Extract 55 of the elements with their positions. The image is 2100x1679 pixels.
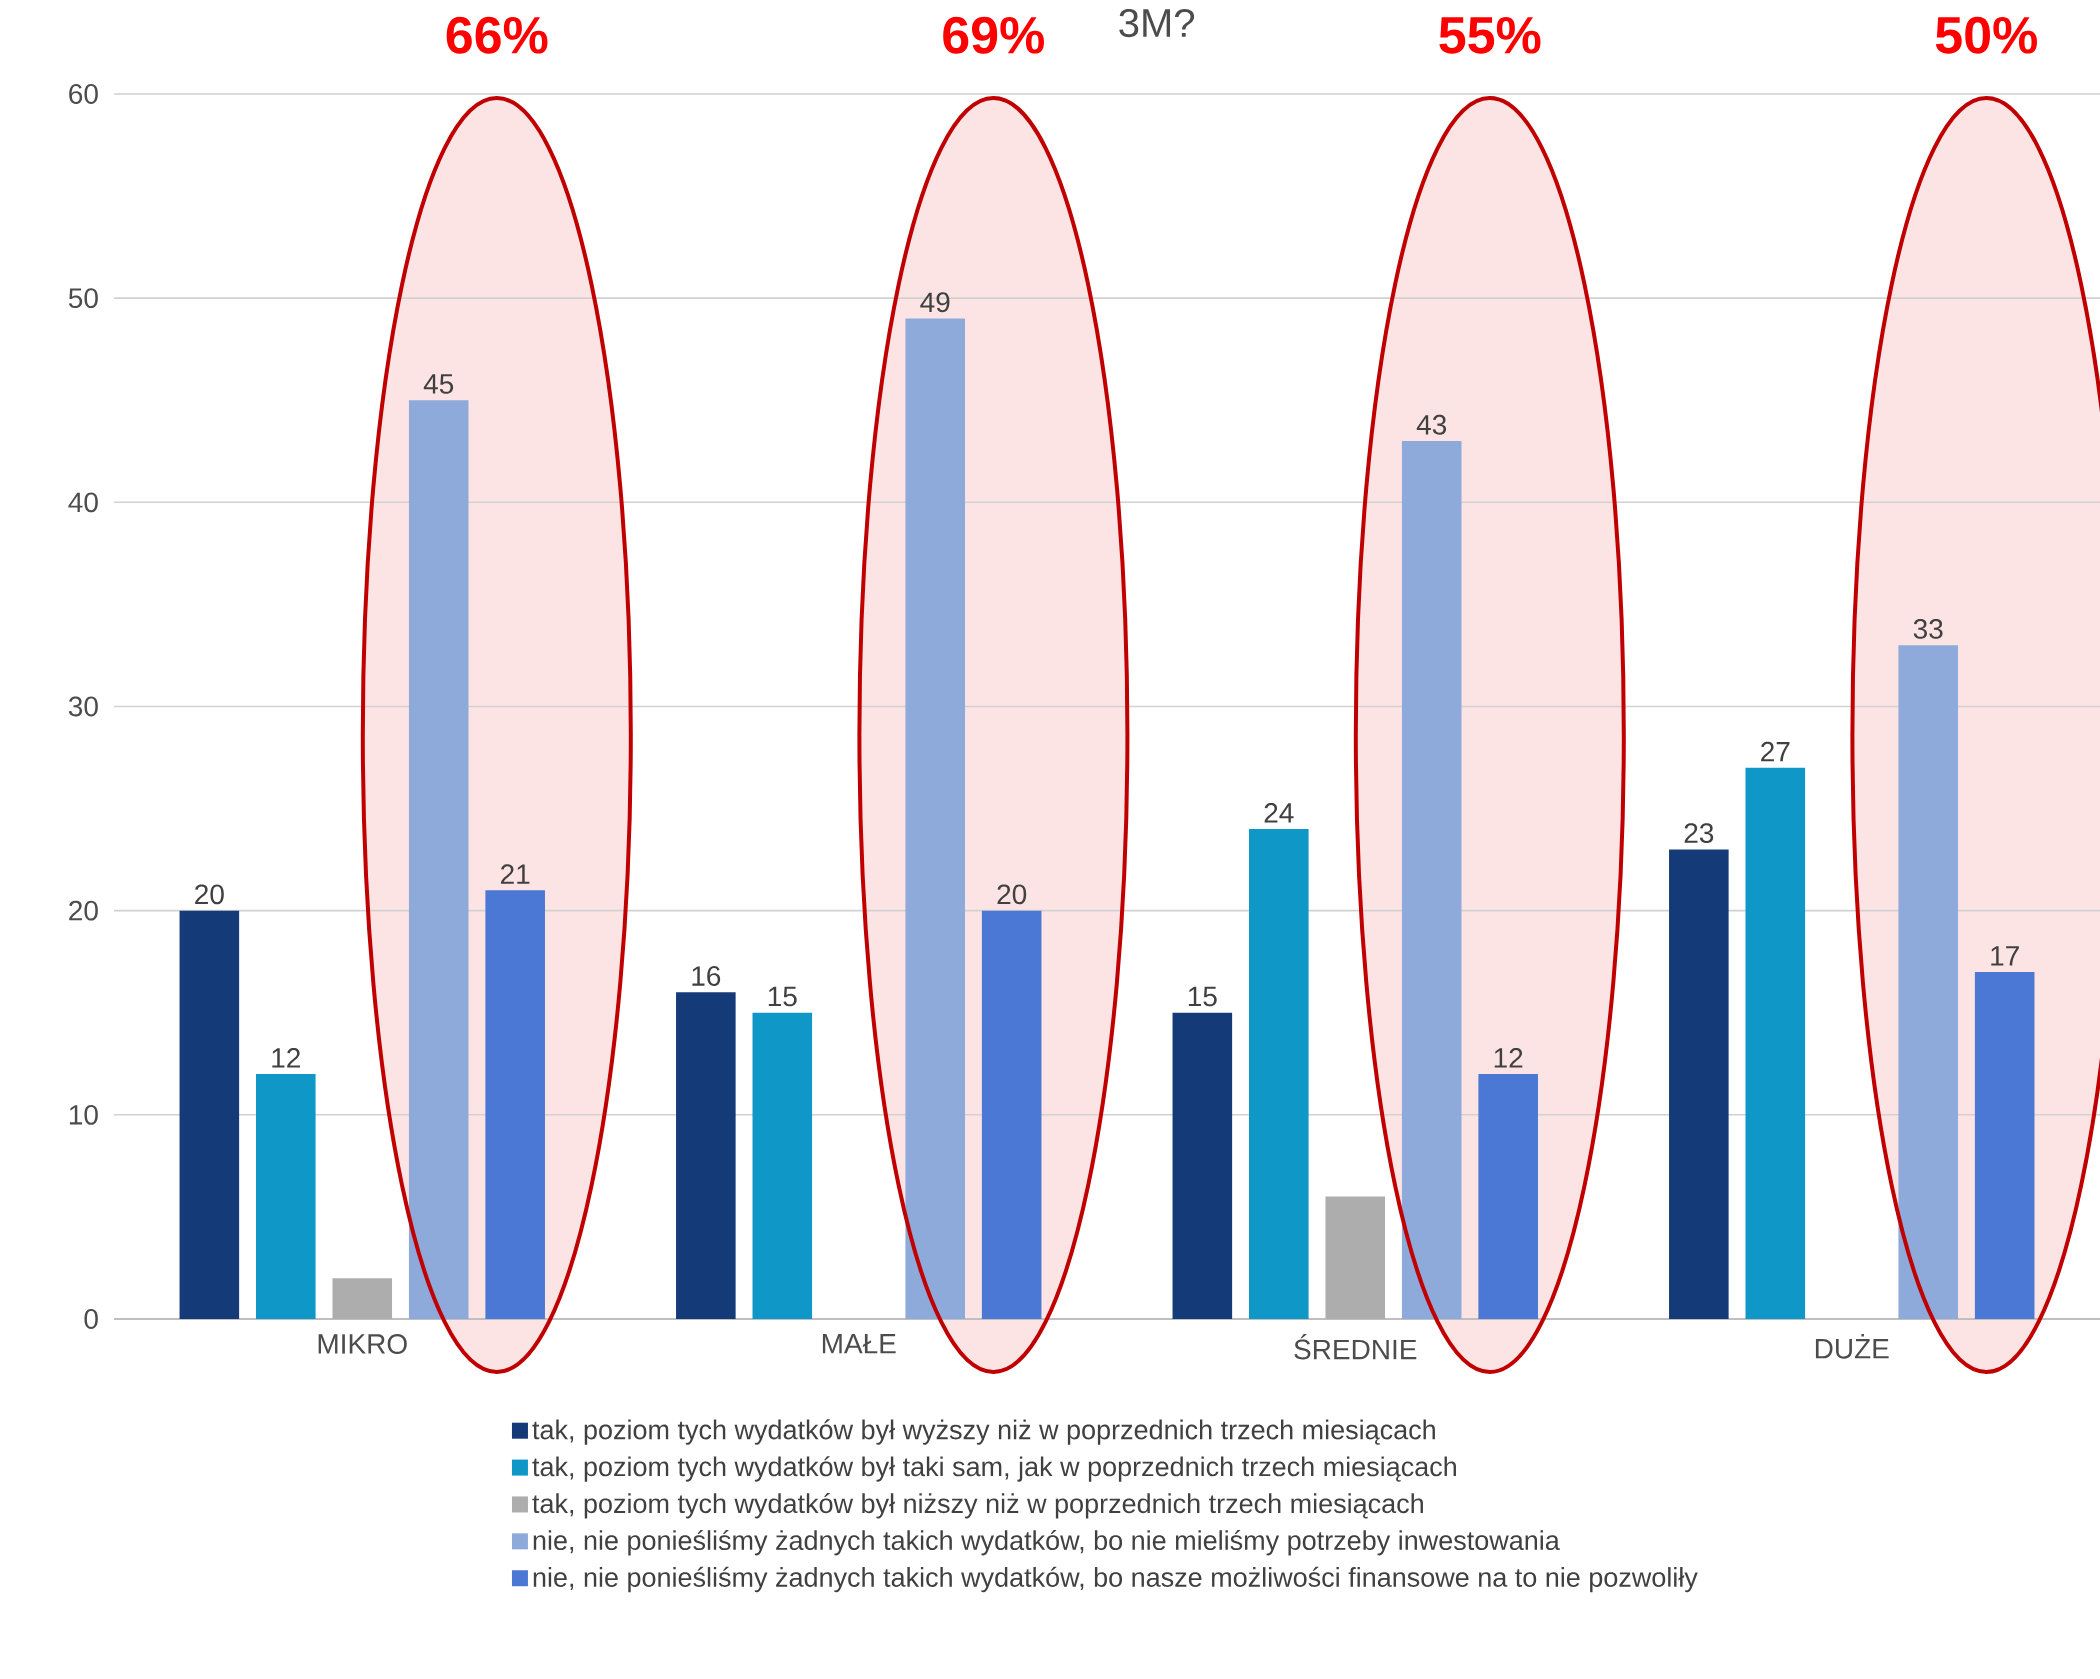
bar <box>981 910 1042 1319</box>
bar <box>179 910 240 1319</box>
bar <box>676 992 736 1319</box>
text: 66% <box>446 16 548 54</box>
legend-label: tak, poziom tych wydatków był taki sam, jak w poprzednich trzech miesiącach <box>532 1456 1456 1482</box>
bar <box>1325 1196 1386 1319</box>
data-label: 45 <box>423 374 454 394</box>
data-label: 12 <box>1494 1048 1523 1068</box>
y-tick-label: 50 <box>68 288 98 309</box>
bar <box>485 890 545 1319</box>
data-label: 43 <box>1416 414 1447 435</box>
data-label: 33 <box>1913 618 1943 639</box>
data-label: 15 <box>768 986 797 1007</box>
data-label: 27 <box>1761 741 1790 762</box>
y-tick-label: 10 <box>69 1104 98 1125</box>
data-label: 17 <box>1991 946 2019 966</box>
bar <box>1249 828 1309 1319</box>
x-tick-label: MAŁE <box>822 1334 896 1354</box>
bar <box>905 318 966 1319</box>
bar <box>408 400 469 1319</box>
bar <box>1172 1012 1233 1319</box>
bar <box>1669 849 1729 1319</box>
data-label: 49 <box>920 292 950 313</box>
y-tick-label: 30 <box>68 696 98 717</box>
y-tick-label: 40 <box>68 492 98 513</box>
bar <box>752 1012 813 1319</box>
text: 55% <box>1439 16 1541 54</box>
data-label: 12 <box>272 1048 300 1068</box>
legend-label: nie, nie ponieśliśmy żadnych takich wydatków, bo nasze możliwości finansowe na to nie pozwoliły <box>533 1566 1698 1593</box>
data-label: 15 <box>1188 986 1217 1007</box>
y-tick-label: 60 <box>69 84 98 104</box>
y-tick-label: 20 <box>69 900 98 921</box>
data-label: 16 <box>692 966 721 986</box>
legend-label: nie, nie ponieśliśmy żadnych takich wydatków, bo nie mieliśmy potrzeby inwestowania <box>533 1529 1560 1556</box>
data-label: 24 <box>1264 803 1294 823</box>
text: 50% <box>1935 16 2037 54</box>
data-label: 20 <box>997 884 1027 905</box>
x-tick-label: MIKRO <box>318 1334 407 1354</box>
data-label: 20 <box>195 884 224 905</box>
bar <box>1478 1073 1538 1319</box>
text: 3M? <box>1119 8 1195 38</box>
bar <box>1974 971 2035 1319</box>
data-label: 21 <box>501 864 530 884</box>
y-tick-label: 0 <box>84 1309 98 1329</box>
x-tick-label: ŚREDNIE <box>1294 1334 1417 1360</box>
legend-label: tak, poziom tych wydatków był wyższy niż w poprzednich trzech miesiącach <box>532 1419 1435 1445</box>
legend-label: tak, poziom tych wydatków był niższy niż w poprzednich trzech miesiącach <box>532 1493 1423 1519</box>
bar <box>1745 767 1806 1319</box>
data-label: 23 <box>1684 823 1714 844</box>
x-tick-label: DUŻE <box>1815 1334 1889 1359</box>
bar <box>256 1073 316 1319</box>
text: 69% <box>943 16 1044 54</box>
bar <box>332 1278 393 1319</box>
bar <box>1401 441 1462 1319</box>
bar <box>1898 645 1959 1319</box>
